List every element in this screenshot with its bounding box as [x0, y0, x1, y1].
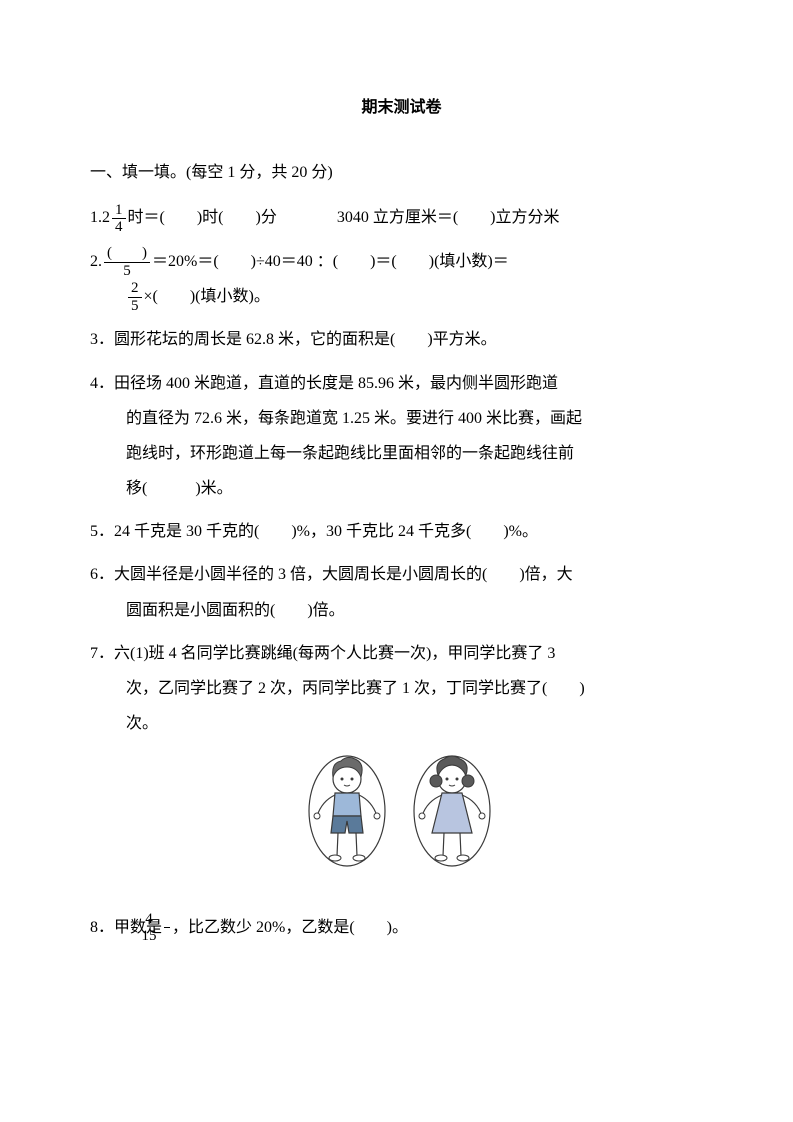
question-6: 6．大圆半径是小圆半径的 3 倍，大圆周长是小圆周长的( )倍，大 圆面积是小圆… — [90, 557, 713, 627]
question-2: 2.( )5＝20%＝( )÷40＝40 ：( )＝( )(填小数)＝ 25×(… — [90, 244, 713, 315]
question-1: 1.214时＝( )时( )分 3040 立方厘米＝( )立方分米 — [90, 200, 713, 235]
page-title: 期末测试卷 — [90, 90, 713, 125]
q1-part1: 时＝( )时( )分 — [128, 209, 277, 226]
q2-fraction-2: 25 — [128, 280, 142, 314]
question-3: 3．圆形花坛的周长是 62.8 米，它的面积是( )平方米。 — [90, 322, 713, 357]
section-1-header: 一、填一填。(每空 1 分，共 20 分) — [90, 155, 713, 190]
q6-line2: 圆面积是小圆面积的( )倍。 — [90, 593, 713, 628]
q1-part2: 3040 立方厘米＝( )立方分米 — [337, 200, 560, 235]
q2-mid: ＝20%＝( )÷40＝40 ：( )＝( )(填小数)＝ — [152, 253, 509, 270]
question-5: 5．24 千克是 30 千克的( )%，30 千克比 24 千克多( )%。 — [90, 514, 713, 549]
q2-fraction-1: ( )5 — [104, 245, 150, 279]
jump-rope-illustration — [90, 751, 713, 894]
q2-tail: ×( )(填小数)。 — [144, 288, 270, 305]
q1-fraction: 14 — [112, 202, 126, 236]
q7-line3: 次。 — [90, 706, 713, 741]
question-4: 4．田径场 400 米跑道，直道的长度是 85.96 米，最内侧半圆形跑道 的直… — [90, 366, 713, 507]
q2-prefix: 2. — [90, 253, 102, 270]
q4-line4: 移( )米。 — [90, 471, 713, 506]
q1-prefix: 1.2 — [90, 209, 110, 226]
q4-line1: 4．田径场 400 米跑道，直道的长度是 85.96 米，最内侧半圆形跑道 — [90, 366, 713, 401]
q7-line2: 次，乙同学比赛了 2 次，丙同学比赛了 1 次，丁同学比赛了( ) — [90, 671, 713, 706]
q4-line3: 跑线时，环形跑道上每一条起跑线比里面相邻的一条起跑线往前 — [90, 436, 713, 471]
question-7: 7．六(1)班 4 名同学比赛跳绳(每两个人比赛一次)，甲同学比赛了 3 次，乙… — [90, 636, 713, 742]
question-8: 8．甲数是415，比乙数少 20%，乙数是( )。 — [90, 910, 713, 945]
q7-line1: 7．六(1)班 4 名同学比赛跳绳(每两个人比赛一次)，甲同学比赛了 3 — [90, 636, 713, 671]
q8-fraction: 415 — [164, 911, 170, 945]
q8-tail: ，比乙数少 20%，乙数是( )。 — [172, 919, 408, 936]
q6-line1: 6．大圆半径是小圆半径的 3 倍，大圆周长是小圆周长的( )倍，大 — [90, 557, 713, 592]
q4-line2: 的直径为 72.6 米，每条跑道宽 1.25 米。要进行 400 米比赛，画起 — [90, 401, 713, 436]
